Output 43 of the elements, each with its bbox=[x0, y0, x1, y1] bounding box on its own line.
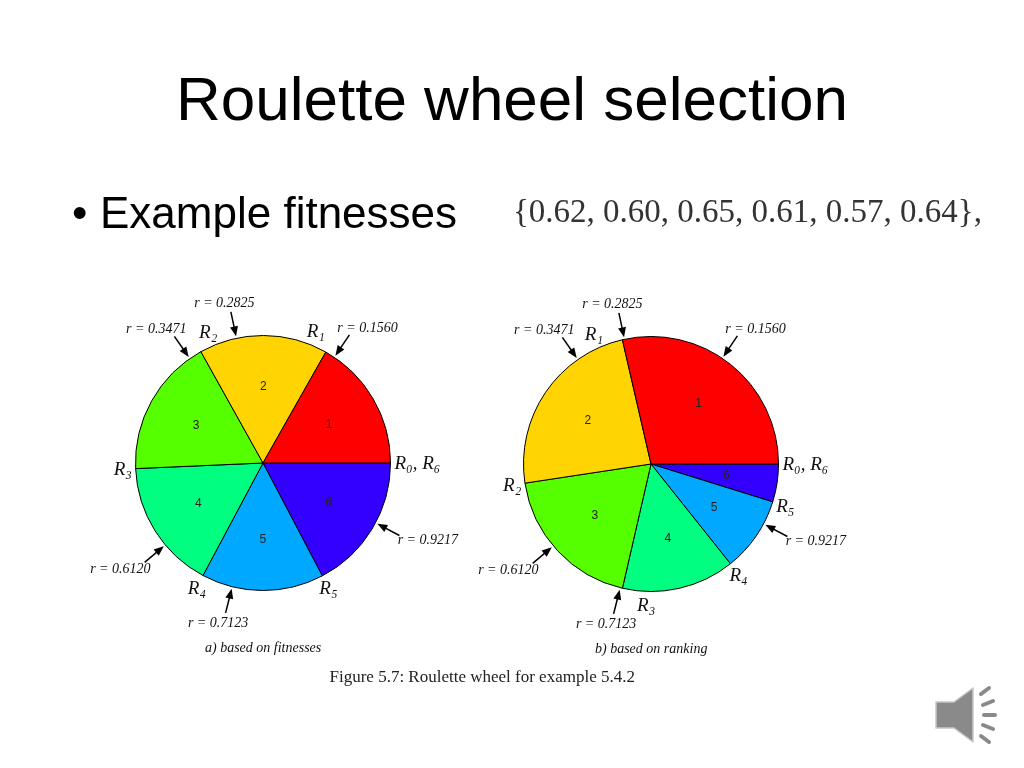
text: {0.62, 0.60, 0.65, 0.61, 0.57, 0.64}, bbox=[513, 193, 982, 231]
slice-label: 3 bbox=[192, 418, 200, 433]
text: R₄ bbox=[729, 563, 748, 586]
text: a) based on fitnesses bbox=[205, 640, 322, 656]
text: R₀, R₆ bbox=[782, 452, 829, 475]
text: r = 0.3471 bbox=[514, 322, 575, 338]
slice-label: 2 bbox=[584, 413, 592, 428]
slice-label: 2 bbox=[259, 378, 267, 393]
text: r = 0.7123 bbox=[187, 614, 249, 631]
slice-label: 6 bbox=[325, 494, 333, 509]
text: R₁ bbox=[584, 322, 604, 345]
text: • bbox=[72, 188, 88, 239]
text: b) based on ranking bbox=[595, 641, 708, 657]
text: r = 0.2825 bbox=[582, 296, 643, 312]
text: r = 0.3471 bbox=[126, 321, 187, 337]
text: R₃ bbox=[637, 594, 656, 617]
text: Example fitnesses bbox=[100, 188, 458, 239]
slice-label: 5 bbox=[710, 499, 718, 514]
text: Roulette wheel selection bbox=[174, 63, 850, 135]
slice-label: 1 bbox=[325, 416, 333, 431]
text: r = 0.9217 bbox=[785, 533, 847, 549]
text: R₂ bbox=[199, 320, 218, 343]
slice-label: 4 bbox=[194, 496, 202, 511]
text: R₄ bbox=[187, 576, 207, 599]
text: R₅ bbox=[319, 577, 338, 600]
text: r = 0.6120 bbox=[478, 561, 539, 578]
text: r = 0.7123 bbox=[575, 615, 637, 632]
caption: Figure 5.7: Roulette wheel for example 5.4.2 bbox=[329, 667, 635, 687]
text: r = 0.2825 bbox=[194, 295, 255, 311]
slice-label: 6 bbox=[723, 467, 731, 482]
slice-label: 4 bbox=[664, 530, 672, 545]
text: r = 0.9217 bbox=[397, 532, 459, 548]
slice-label: 5 bbox=[259, 531, 267, 546]
text: R₅ bbox=[776, 494, 795, 517]
text: r = 0.1560 bbox=[337, 319, 398, 335]
text: R₀, R₆ bbox=[394, 451, 441, 474]
text: R₂ bbox=[503, 473, 522, 496]
text: R₁ bbox=[306, 319, 325, 342]
text: R₃ bbox=[113, 457, 132, 480]
text: r = 0.6120 bbox=[90, 560, 151, 577]
slice-label: 3 bbox=[591, 508, 599, 523]
text: r = 0.1560 bbox=[725, 320, 786, 336]
slice-label: 1 bbox=[695, 396, 703, 411]
